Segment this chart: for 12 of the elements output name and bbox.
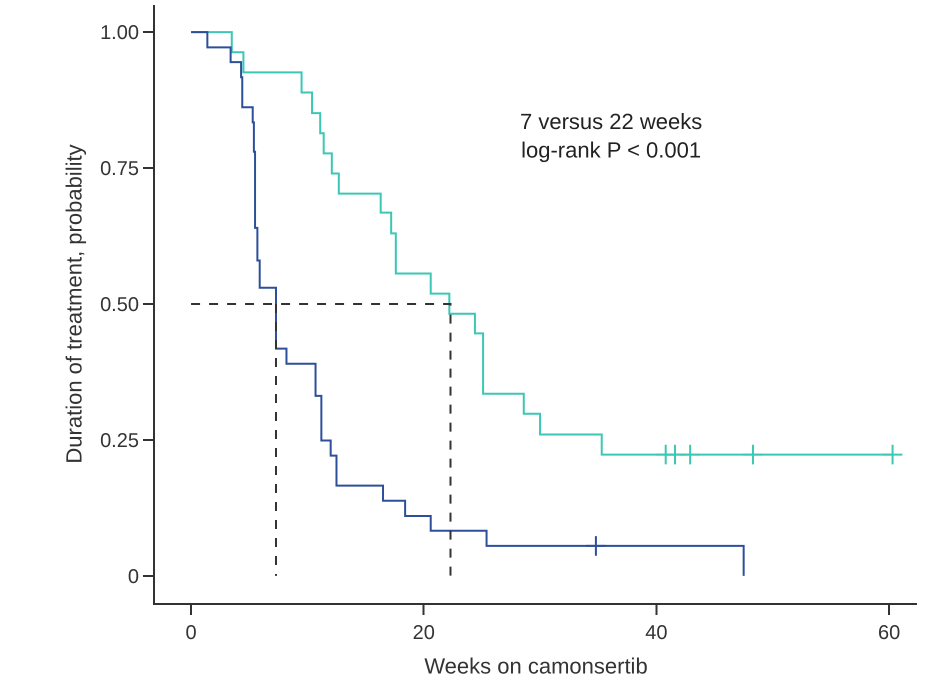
y-tick-label: 0	[128, 566, 139, 588]
x-axis-title: Weeks on camonsertib	[424, 653, 648, 678]
y-tick-label: 0.25	[100, 430, 139, 452]
x-tick-label: 20	[412, 622, 435, 644]
x-tick-label: 0	[185, 622, 197, 644]
x-tick-label: 60	[878, 622, 900, 644]
y-axis-title: Duration of treatment, probability	[61, 144, 86, 464]
x-tick-label: 40	[645, 622, 668, 644]
annotation: 7 versus 22 weeks log-rank P < 0.001	[520, 109, 702, 163]
y-tick-label: 1.00	[100, 22, 139, 44]
y-tick-label: 0.75	[100, 158, 139, 180]
y-tick-label: 0.50	[100, 294, 139, 316]
